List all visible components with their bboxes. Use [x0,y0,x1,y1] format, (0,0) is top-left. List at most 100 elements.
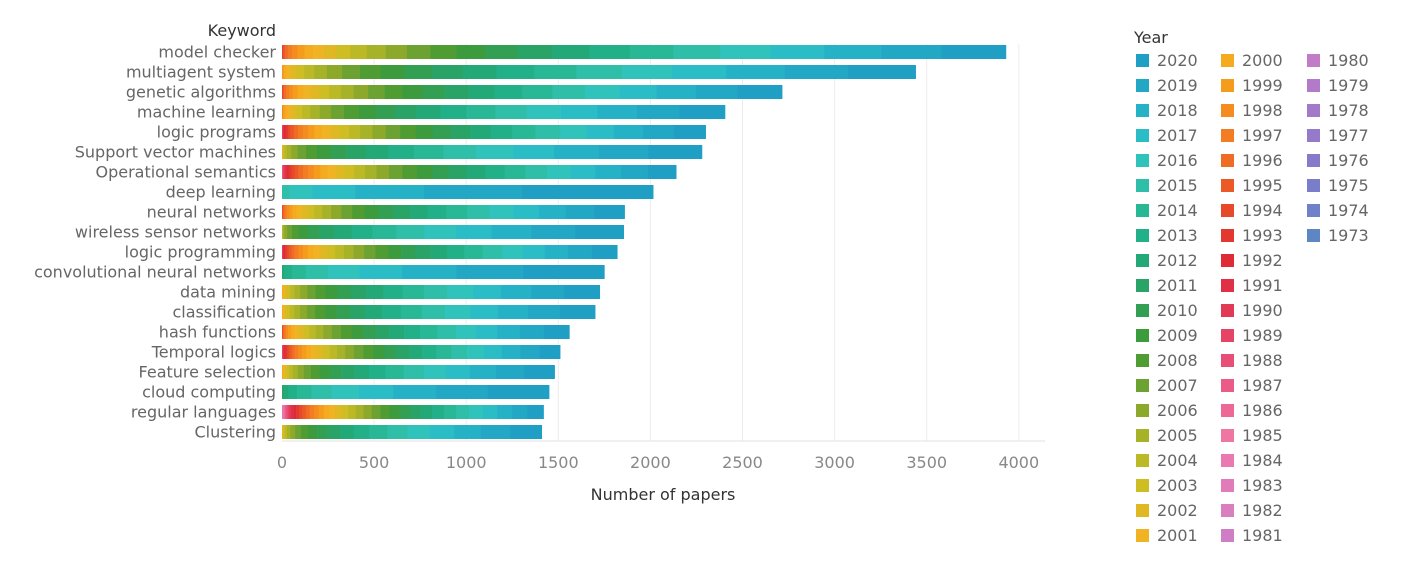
legend-label: 2008 [1157,351,1198,370]
legend-label: 2010 [1157,301,1198,320]
bar-segment [353,345,364,359]
bar-segment [366,285,384,299]
bar-segment [525,165,548,179]
bar-segment [308,125,315,139]
bar-segment [482,405,498,419]
bar-segment [543,325,570,339]
bar-segment [497,305,529,319]
bar-segment [301,345,307,359]
legend-label: 2017 [1157,126,1198,145]
bar-segment [575,225,624,239]
bar-segment [337,345,346,359]
bar-segment [290,325,295,339]
keyword-label: deep learning [166,183,276,202]
bar-segment [282,345,284,359]
legend-swatch [1136,379,1149,392]
bar-segment [294,345,299,359]
bar-segment [286,405,288,419]
bar-segment [297,125,304,139]
bar-segment [298,325,304,339]
bar-segment [388,165,403,179]
bar-segment [322,345,330,359]
bar-segment [570,165,596,179]
bar-segment [291,265,306,279]
bar-segment [402,165,418,179]
bar-segment [429,425,455,439]
bar-segment [285,405,287,419]
bar-segment [290,65,297,79]
legend-swatch [1221,329,1234,342]
legend-swatch [1136,229,1149,242]
legend-label: 1985 [1242,426,1283,445]
bar-segment [383,285,403,299]
bar-segment [306,345,312,359]
bar-segment [551,45,590,59]
bar-segment [282,245,284,259]
bar-segment [371,405,381,419]
legend-label: 2020 [1157,51,1198,70]
bar-segment [385,365,404,379]
bar-segment [283,105,286,119]
bar-segment [286,85,290,99]
bar-segment [517,45,553,59]
bar-segment [286,305,291,319]
bar-segment [564,285,601,299]
bar-segment [364,205,379,219]
bar-segment [360,125,373,139]
bar-segment [283,65,287,79]
bar-segment [350,45,368,59]
bar-segment [353,85,369,99]
bar-segment [446,245,465,259]
bar-segment [308,425,318,439]
bar-segment [282,65,285,79]
bar-segment [466,165,486,179]
bar-segment [527,405,544,419]
bar-segment [327,245,336,259]
bar-segment [372,125,387,139]
bar-segment [285,245,287,259]
bar-segment [282,205,284,219]
keyword-label: hash functions [159,323,276,342]
bar-segment [355,405,364,419]
legend-label: 1975 [1328,176,1369,195]
bar-segment [282,305,284,319]
bar-segment [589,45,631,59]
legend-swatch [1307,179,1320,192]
legend-swatch [1136,429,1149,442]
bar-segment [316,145,331,159]
bar-segment [352,205,365,219]
bar-segment [329,405,336,419]
bar-segment [346,145,367,159]
bar-segment [319,365,330,379]
bar-segment [647,165,677,179]
x-tick-label: 1000 [446,453,487,472]
bar-segment [349,125,361,139]
bar-segment [339,425,355,439]
bar-segment [431,65,463,79]
bar-segment [384,345,397,359]
legend-label: 1995 [1242,176,1283,195]
bar-segment [290,125,295,139]
bar-segment [286,65,291,79]
legend-swatch [1136,329,1149,342]
bar-segment [294,305,301,319]
keyword-label: model checker [158,43,276,62]
bar-segment [402,85,423,99]
legend-swatch [1221,254,1234,267]
bar-segment [420,405,433,419]
bar-segment [298,165,304,179]
bar-segment [288,165,292,179]
bar-segment [621,165,649,179]
legend-swatch [1136,404,1149,417]
bar-segment [331,385,359,399]
bar-segment [444,85,469,99]
bar-segment [462,65,497,79]
bar-segment [282,165,285,179]
bar-segment [313,245,321,259]
bar-segment [523,265,605,279]
bar-segment [482,245,503,259]
bar-segment [432,125,451,139]
bar-segment [329,345,338,359]
bar-segment [512,125,536,139]
